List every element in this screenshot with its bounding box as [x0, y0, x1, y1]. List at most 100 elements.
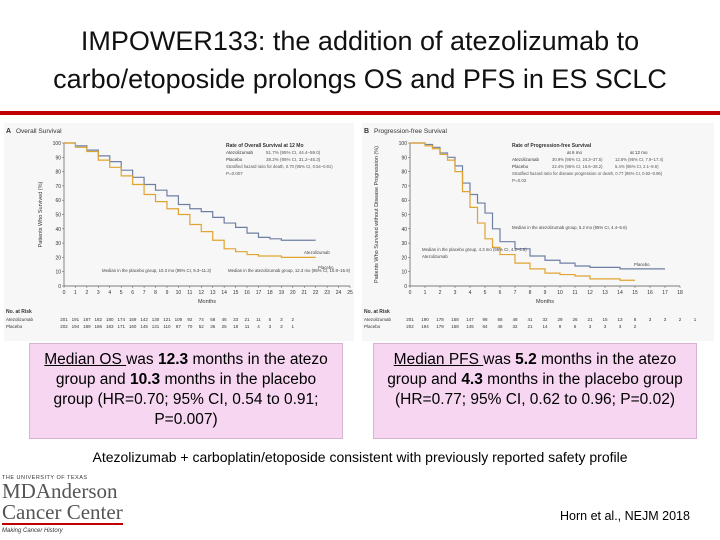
- y-tick-label: 50: [401, 213, 407, 219]
- at-risk-count: 5: [269, 317, 272, 322]
- rate-row-value: 38.2% (95% CI, 31.2–45.3): [266, 157, 321, 162]
- at-risk-count: 182: [95, 317, 103, 322]
- chart-background: [4, 123, 354, 341]
- at-risk-count: 189: [83, 324, 91, 329]
- at-risk-count: 29: [557, 317, 563, 322]
- at-risk-count: 87: [176, 324, 182, 329]
- x-tick-label: 13: [602, 290, 608, 296]
- x-tick-label: 16: [244, 290, 250, 296]
- at-risk-count: 84: [482, 324, 488, 329]
- at-risk-count: 2: [292, 317, 295, 322]
- at-risk-count: 158: [451, 324, 459, 329]
- x-tick-label: 5: [484, 290, 487, 296]
- os-median-atezo: 12.3: [157, 351, 189, 368]
- at-risk-count: 187: [83, 317, 91, 322]
- x-tick-label: 8: [529, 290, 532, 296]
- at-risk-count: 3: [604, 324, 607, 329]
- rate-row-12mo: 5.4% (95% CI, 2.1–8.6): [615, 164, 659, 169]
- at-risk-count: 74: [199, 317, 205, 322]
- rate-box-pvalue: P=0.02: [512, 178, 527, 183]
- at-risk-count: 92: [187, 317, 193, 322]
- at-risk-count: 58: [497, 317, 503, 322]
- at-risk-count: 3: [589, 324, 592, 329]
- rate-col-6mo: at 6 mo: [567, 150, 583, 155]
- curve-annotation: Placebo: [318, 265, 334, 270]
- at-risk-count: 194: [421, 324, 429, 329]
- pfs-summary-text-3: months in the placebo group (HR=0.77; 95…: [394, 371, 683, 408]
- at-risk-count: 13: [617, 317, 623, 322]
- x-tick-label: 16: [647, 290, 653, 296]
- at-risk-row-name: Atezolizumab: [6, 317, 34, 322]
- y-tick-label: 0: [404, 284, 407, 290]
- at-risk-count: 32: [512, 324, 518, 329]
- rate-row-value: 51.7% (95% CI, 44.4–59.0): [266, 150, 321, 155]
- x-tick-label: 5: [120, 290, 123, 296]
- at-risk-count: 202: [406, 324, 414, 329]
- y-tick-label: 20: [55, 255, 61, 261]
- x-tick-label: 19: [279, 290, 285, 296]
- at-risk-count: 6: [574, 324, 577, 329]
- y-axis-label: Patients Who Survived (%): [38, 181, 44, 247]
- logo-university: THE UNIVERSITY OF TEXAS: [2, 475, 88, 481]
- at-risk-count: 194: [72, 324, 80, 329]
- x-tick-label: 8: [154, 290, 157, 296]
- x-tick-label: 0: [63, 290, 66, 296]
- rate-row-6mo: 22.4% (95% CI, 16.6–28.2): [552, 164, 603, 169]
- at-risk-heading: No. at Risk: [6, 309, 32, 315]
- os-summary-text-1: was: [126, 351, 158, 368]
- rate-row-12mo: 12.6% (95% CI, 7.9–17.4): [615, 157, 664, 162]
- at-risk-count: 1: [292, 324, 295, 329]
- x-axis-label: Months: [536, 299, 554, 305]
- at-risk-row-name: Placebo: [6, 324, 23, 329]
- slide-title: IMPOWER133: the addition of atezolizumab…: [10, 22, 710, 98]
- at-risk-count: 201: [60, 317, 68, 322]
- x-tick-label: 9: [166, 290, 169, 296]
- panel-letter: A: [6, 128, 11, 135]
- x-axis-label: Months: [198, 299, 216, 305]
- at-risk-count: 9: [559, 324, 562, 329]
- y-tick-label: 20: [401, 255, 407, 261]
- rate-col-12mo: at 12 mo: [630, 150, 648, 155]
- at-risk-count: 142: [140, 317, 148, 322]
- at-risk-count: 3: [280, 317, 283, 322]
- at-risk-count: 147: [466, 317, 474, 322]
- curve-annotation: Median in the atezolizumab group, 12.3 m…: [228, 268, 351, 273]
- at-risk-count: 110: [163, 324, 171, 329]
- x-tick-label: 17: [256, 290, 262, 296]
- at-risk-count: 32: [542, 317, 548, 322]
- x-tick-label: 17: [662, 290, 668, 296]
- at-risk-count: 158: [451, 317, 459, 322]
- rate-box-note: Stratified hazard ratio for death, 0.70 …: [226, 164, 333, 169]
- at-risk-count: 174: [117, 317, 125, 322]
- at-risk-count: 190: [421, 317, 429, 322]
- rate-box-note: Stratified hazard ratio for disease prog…: [512, 171, 663, 176]
- x-tick-label: 0: [409, 290, 412, 296]
- os-summary-box: Median OS was 12.3 months in the atezo g…: [29, 343, 343, 439]
- pfs-summary-lead: Median PFS: [393, 351, 484, 368]
- at-risk-count: 159: [129, 317, 137, 322]
- at-risk-heading: No. at Risk: [364, 309, 390, 315]
- at-risk-count: 58: [210, 317, 216, 322]
- y-tick-label: 80: [55, 170, 61, 176]
- at-risk-count: 70: [187, 324, 193, 329]
- at-risk-count: 26: [572, 317, 578, 322]
- at-risk-count: 48: [512, 317, 518, 322]
- at-risk-count: 21: [587, 317, 593, 322]
- pfs-summary-box: Median PFS was 5.2 months in the atezo g…: [373, 343, 697, 439]
- at-risk-count: 21: [527, 324, 533, 329]
- logo-tagline: Making Cancer History: [2, 528, 63, 534]
- os-summary-text-3: months in the placebo group (HR=0.70; 95…: [53, 371, 319, 428]
- curve-annotation: Median in the placebo group, 10.3 mo (95…: [102, 268, 212, 273]
- at-risk-count: 191: [72, 317, 80, 322]
- mdanderson-logo: THE UNIVERSITY OF TEXAS MDAnderson Cance…: [2, 475, 132, 534]
- at-risk-count: 202: [60, 324, 68, 329]
- rate-row-name: Atezolizumab: [512, 157, 540, 162]
- y-tick-label: 60: [401, 198, 407, 204]
- x-tick-label: 24: [336, 290, 342, 296]
- y-tick-label: 80: [401, 170, 407, 176]
- panel-letter: B: [364, 128, 369, 135]
- title-divider: [0, 111, 720, 115]
- chart-background: [362, 123, 714, 341]
- x-tick-label: 20: [290, 290, 296, 296]
- at-risk-count: 3: [664, 317, 667, 322]
